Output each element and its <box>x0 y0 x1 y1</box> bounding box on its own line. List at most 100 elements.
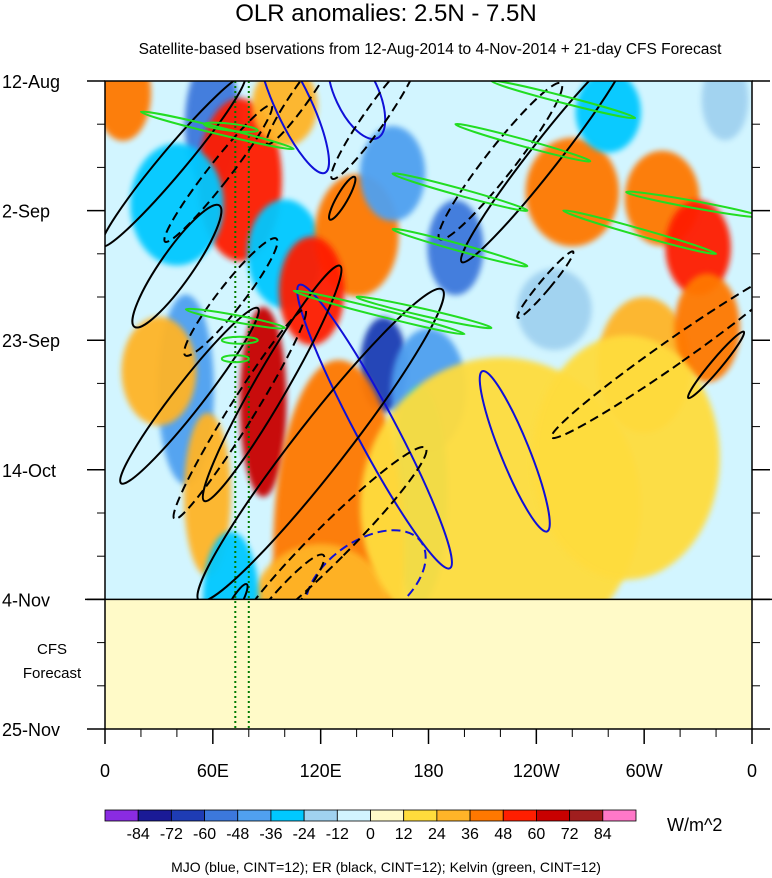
mjo-contour-2 <box>304 529 427 599</box>
kelvin-contour-11 <box>220 335 259 345</box>
mjo-contour-0 <box>296 283 453 570</box>
chart-title: OLR anomalies: 2.5N - 7.5N <box>235 0 537 27</box>
colorbar-swatch-8 <box>370 809 405 822</box>
kelvin-contour-3 <box>454 122 592 163</box>
colorbar-swatch-13 <box>536 809 571 822</box>
mjo-contour-4 <box>327 81 387 141</box>
wave-contours <box>105 81 752 599</box>
colorbar-label-8: 12 <box>395 826 413 843</box>
colorbar-label-11: 48 <box>494 826 512 843</box>
anomaly-field <box>105 81 749 599</box>
er-contour-8 <box>231 446 428 599</box>
colorbar-swatch-9 <box>403 809 438 822</box>
plot-axes: 12-Aug 2-Sep 23-Sep 14-Oct 4-Nov 25-Nov 0 60E 12… <box>2 72 772 781</box>
mjo-contour-1 <box>478 369 551 533</box>
er-contour-3 <box>183 237 279 357</box>
y-tick-label-4: 4-Nov <box>2 590 50 610</box>
er-contour-16 <box>550 265 752 440</box>
anomaly-region-26 <box>575 81 641 153</box>
colorbar-label-1: -72 <box>160 826 183 843</box>
anomaly-region-2 <box>130 143 224 266</box>
forecast-region <box>105 599 752 729</box>
colorbar-label-3: -48 <box>226 826 249 843</box>
kelvin-contour-5 <box>625 190 752 219</box>
kelvin-contour-6 <box>562 209 718 256</box>
colorbar-label-7: 0 <box>366 826 375 843</box>
anomaly-region-17 <box>184 413 231 576</box>
colorbar-units: W/m^2 <box>667 815 723 835</box>
y-tick-label-3: 14-Oct <box>2 461 56 481</box>
colorbar-swatch-0 <box>104 809 139 822</box>
er-contour-4 <box>119 306 260 485</box>
x-tick-label-0: 0 <box>100 761 110 781</box>
y-tick-label-5: 25-Nov <box>2 720 60 740</box>
colorbar-label-12: 60 <box>528 826 546 843</box>
er-contour-9 <box>226 553 326 599</box>
kelvin-contour-2 <box>391 172 529 212</box>
x-tick-label-3: 180 <box>413 761 443 781</box>
y-tick-label-2: 23-Sep <box>2 331 60 351</box>
colorbar-swatch-14 <box>569 809 604 822</box>
kelvin-contour-9 <box>355 295 493 330</box>
forecast-label: CFS Forecast <box>23 641 82 682</box>
colorbar-swatch-4 <box>237 809 272 822</box>
chart-subtitle: Satellite-based bservations from 12-Aug-… <box>138 41 722 58</box>
colorbar: -84 -72 -60 -48 -36 -24 -12 0 12 24 36 48 60 72 84 <box>104 809 637 843</box>
er-contour-15 <box>265 81 340 146</box>
x-tick-label-1: 60E <box>197 761 229 781</box>
er-contour-14 <box>328 175 357 221</box>
colorbar-label-14: 84 <box>594 826 612 843</box>
er-contour-2 <box>131 203 223 329</box>
colorbar-swatch-15 <box>602 809 637 822</box>
kelvin-contour-8 <box>292 289 466 336</box>
anomaly-region-16 <box>121 316 197 426</box>
kelvin-contour-10 <box>184 307 286 330</box>
colorbar-label-13: 72 <box>561 826 579 843</box>
kelvin-contour-1 <box>202 121 259 133</box>
kelvin-contour-7 <box>391 227 529 268</box>
colorbar-swatch-3 <box>204 809 239 822</box>
anomaly-region-20 <box>202 531 259 599</box>
er-contour-6 <box>201 264 343 503</box>
er-contour-18 <box>516 250 575 319</box>
kelvin-contour-0 <box>139 110 295 151</box>
er-contour-0 <box>105 81 247 248</box>
colorbar-swatch-10 <box>436 809 471 822</box>
reference-lines <box>234 81 250 729</box>
forecast-label-line2: Forecast <box>23 665 82 682</box>
anomaly-region-10 <box>665 200 731 296</box>
forecast-label-line1: CFS <box>37 641 67 658</box>
colorbar-label-5: -24 <box>293 826 316 843</box>
anomaly-region-24 <box>532 335 720 580</box>
x-tick-label-2: 120E <box>300 761 342 781</box>
forecast-area <box>105 599 752 729</box>
colorbar-swatch-7 <box>336 809 371 822</box>
anomaly-region-25 <box>516 268 592 351</box>
er-contour-13 <box>459 81 631 264</box>
y-tick-label-0: 12-Aug <box>2 72 60 92</box>
x-tick-label-6: 0 <box>747 761 757 781</box>
colorbar-swatch-6 <box>303 809 338 822</box>
x-tick-label-4: 120W <box>513 761 560 781</box>
colorbar-swatch-2 <box>170 809 205 822</box>
colorbar-label-10: 36 <box>461 826 479 843</box>
colorbar-label-6: -12 <box>326 826 349 843</box>
colorbar-swatch-1 <box>137 809 172 822</box>
er-contour-11 <box>330 81 419 181</box>
er-contour-10 <box>220 583 249 599</box>
er-contour-17 <box>686 330 746 400</box>
colorbar-label-0: -84 <box>127 826 150 843</box>
colorbar-swatch-5 <box>270 809 305 822</box>
kelvin-contour-12 <box>220 354 250 364</box>
anomaly-region-28 <box>252 81 318 147</box>
anomaly-region-19 <box>251 543 390 599</box>
x-tick-label-5: 60W <box>626 761 663 781</box>
kelvin-contour-4 <box>490 81 637 120</box>
colorbar-label-9: 24 <box>428 826 446 843</box>
colorbar-swatch-11 <box>469 809 504 822</box>
anomaly-region-29 <box>701 81 749 141</box>
y-tick-label-1: 2-Sep <box>2 202 50 222</box>
colorbar-label-4: -36 <box>259 826 282 843</box>
contour-legend: MJO (blue, CINT=12); ER (black, CINT=12)… <box>171 859 601 875</box>
